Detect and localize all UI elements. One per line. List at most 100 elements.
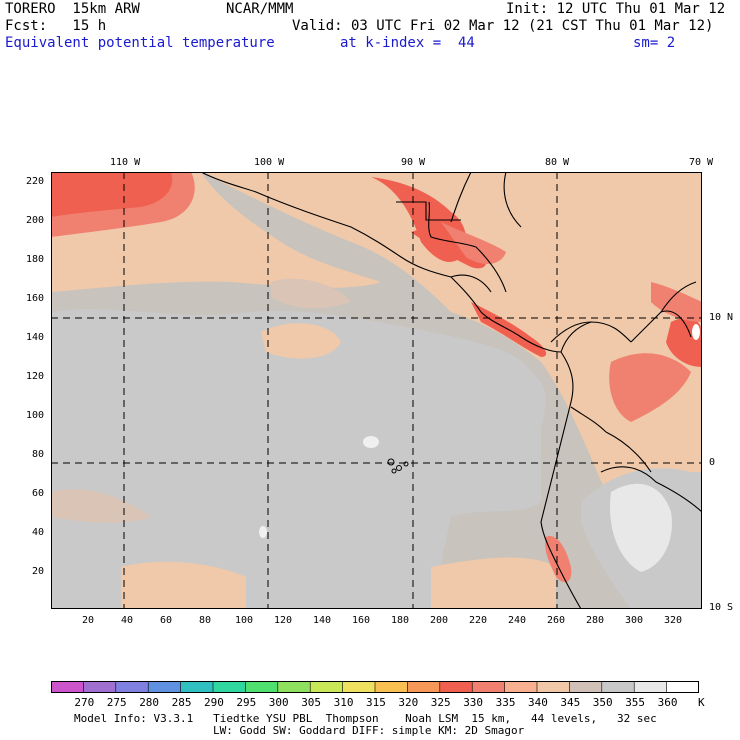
y-tick: 200 (26, 215, 45, 226)
y-tick: 80 (32, 449, 45, 460)
colorbar-label: 320 (398, 696, 419, 709)
map-frame (51, 172, 702, 609)
field-region-330 (609, 353, 691, 422)
lon-label-70w: 70 W (689, 157, 714, 168)
lat-label-10n: 10 N (709, 312, 734, 323)
x-tick: 40 (121, 615, 134, 626)
x-tick: 220 (469, 615, 488, 626)
x-tick: 80 (199, 615, 212, 626)
colorbar-label: 315 (366, 696, 386, 709)
valid-time: Valid: 03 UTC Fri 02 Mar 12 (21 CST Thu … (292, 18, 714, 34)
colorbar-label: 350 (592, 696, 613, 709)
theta-e-map (51, 172, 702, 609)
colorbar-cell (666, 681, 699, 693)
colorbar-label: 325 (430, 696, 451, 709)
field-region-355 (692, 324, 700, 340)
field-region-355 (259, 526, 267, 538)
colorbar-cells (51, 681, 699, 693)
colorbar-label: 310 (333, 696, 354, 709)
colorbar-label: 290 (204, 696, 224, 709)
field-region-340 (431, 557, 556, 609)
x-tick: 100 (235, 615, 254, 626)
init-time: Init: 12 UTC Thu 01 Mar 12 (506, 1, 726, 17)
x-tick: 120 (274, 615, 293, 626)
colorbar-label: 305 (301, 696, 322, 709)
x-tick: 280 (586, 615, 605, 626)
y-tick: 180 (26, 254, 45, 265)
colorbar-cell (180, 681, 214, 693)
colorbar-frame (51, 681, 699, 693)
y-tick: 160 (26, 293, 45, 304)
y-tick: 20 (32, 566, 45, 577)
galapagos-islands (387, 458, 409, 474)
colorbar-cell (633, 681, 668, 693)
x-tick: 300 (625, 615, 644, 626)
colorbar-units: K (698, 696, 705, 709)
colorbar-cell (407, 681, 441, 693)
colorbar-cell (471, 681, 506, 693)
x-tick: 260 (547, 615, 566, 626)
field-region-340 (121, 561, 246, 609)
colorbar-label: 275 (106, 696, 127, 709)
colorbar-label: 345 (560, 696, 581, 709)
colorbar-cell (342, 681, 376, 693)
colorbar-label: 300 (268, 696, 289, 709)
x-tick: 140 (313, 615, 332, 626)
field-region-340 (201, 172, 702, 502)
lon-label-80w: 80 W (545, 157, 570, 168)
lon-label-110w: 110 W (110, 157, 141, 168)
colorbar-cell (245, 681, 279, 693)
colorbar (51, 681, 699, 693)
model-info: Model Info: V3.3.1 Tiedtke YSU PBL Thomp… (74, 712, 657, 725)
colorbar-label: 360 (657, 696, 678, 709)
colorbar-label: 355 (625, 696, 646, 709)
y-tick: 60 (32, 488, 45, 499)
level-label: at k-index = 44 (340, 35, 475, 51)
x-tick: 160 (352, 615, 371, 626)
colorbar-cell (504, 681, 538, 693)
colorbar-label: 335 (495, 696, 516, 709)
x-tick: 60 (160, 615, 173, 626)
physics-info: LW: Godd SW: Goddard DIFF: simple KM: 2D… (213, 724, 525, 737)
colorbar-cell (601, 681, 635, 693)
lon-label-100w: 100 W (254, 157, 285, 168)
field-name: Equivalent potential temperature (5, 35, 275, 51)
colorbar-cell (212, 681, 247, 693)
colorbar-label: 295 (236, 696, 257, 709)
field-region-330 (441, 222, 506, 264)
colorbar-cell (536, 681, 571, 693)
field-region-355 (610, 483, 672, 572)
center-label: NCAR/MMM (226, 1, 294, 17)
x-tick: 20 (82, 615, 95, 626)
model-title: TORERO 15km ARW (5, 1, 140, 17)
field-region-340 (51, 489, 151, 523)
x-tick: 180 (391, 615, 410, 626)
field-region-335 (51, 172, 173, 217)
colorbar-label: 270 (74, 696, 95, 709)
graticule (51, 172, 702, 609)
colorbar-cell (83, 681, 117, 693)
x-tick: 200 (430, 615, 449, 626)
y-tick: 100 (26, 410, 45, 421)
colorbar-label: 340 (528, 696, 548, 709)
colorbar-cell (51, 681, 85, 693)
field-region-350 (51, 309, 546, 609)
smoothing-label: sm= 2 (633, 35, 676, 51)
y-tick: 220 (26, 176, 45, 187)
field-region-340 (261, 323, 341, 359)
field-region-330 (651, 282, 702, 322)
x-tick: 320 (664, 615, 683, 626)
colorbar-cell (374, 681, 409, 693)
forecast-hour: Fcst: 15 h (5, 18, 107, 34)
colorbar-label: 285 (171, 696, 192, 709)
colorbar-cell (115, 681, 149, 693)
field-region-330 (545, 536, 572, 583)
colorbar-cell (439, 681, 473, 693)
colorbar-cell (569, 681, 603, 693)
field-region-355 (363, 436, 379, 448)
y-tick: 140 (26, 332, 45, 343)
colorbar-cell (147, 681, 182, 693)
y-tick: 120 (26, 371, 45, 382)
colorbar-cell (277, 681, 311, 693)
lon-label-90w: 90 W (401, 157, 426, 168)
